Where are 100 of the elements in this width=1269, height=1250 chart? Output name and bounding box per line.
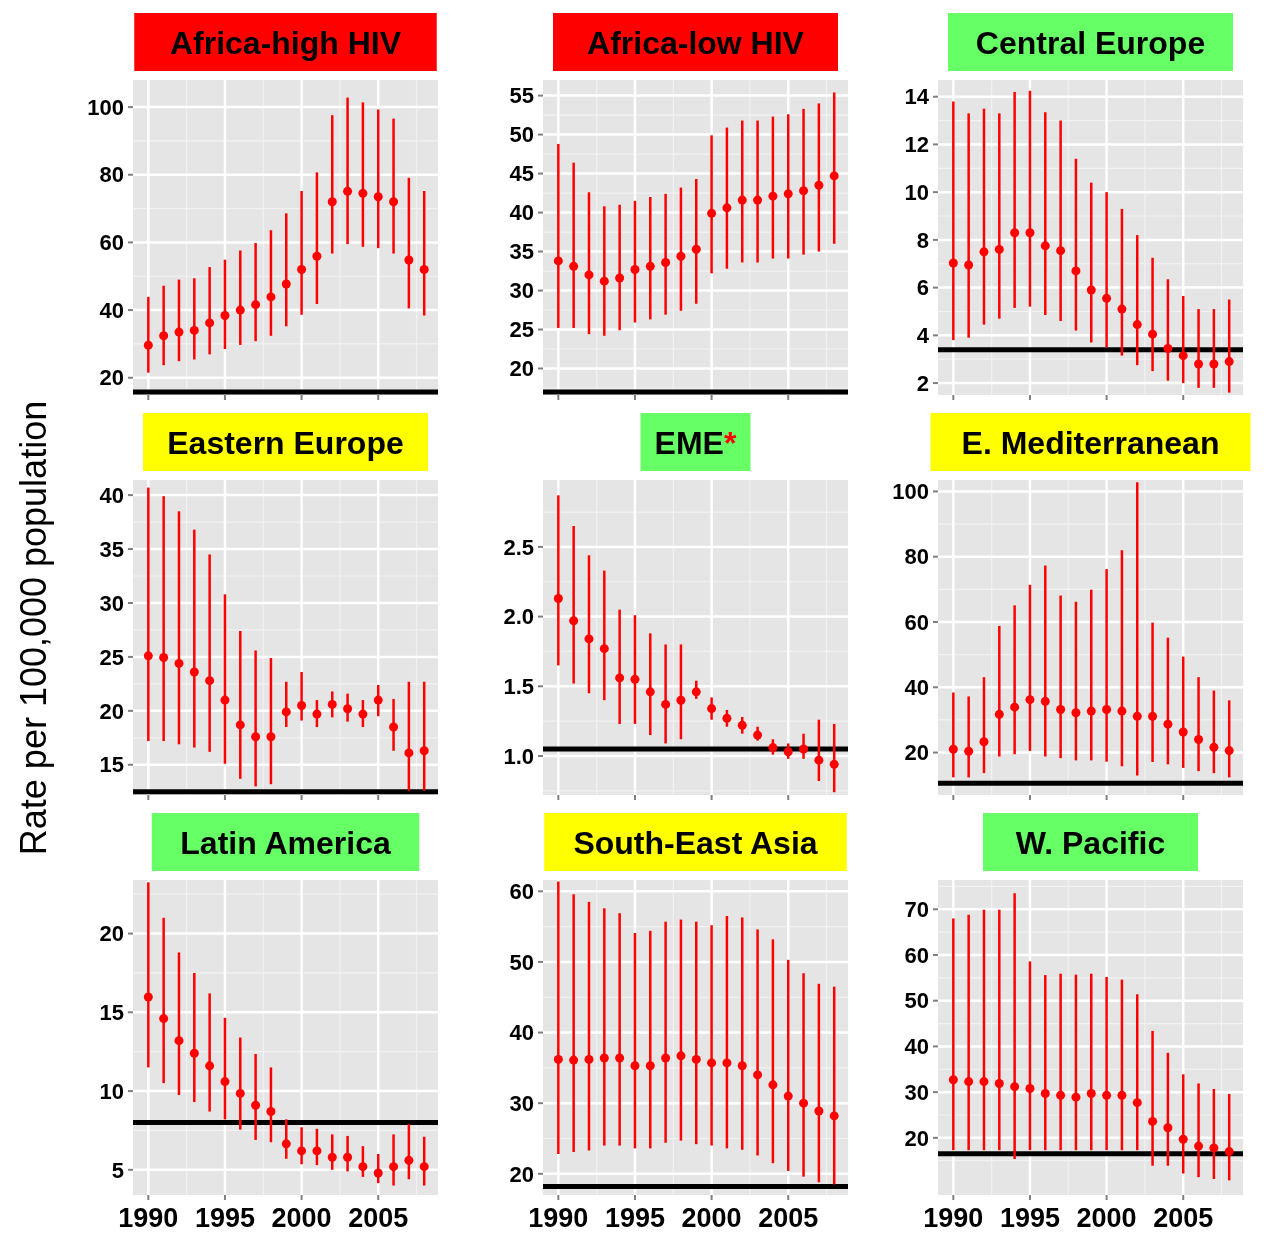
point [661,1053,671,1063]
point [753,730,763,740]
chart-title: Central Europe [975,25,1206,61]
x-tick-label: 1995 [999,1203,1060,1233]
point [553,1054,563,1064]
point [297,1146,307,1156]
point [1040,1089,1050,1099]
y-tick-label: 40 [904,674,929,700]
point [979,247,989,257]
point [143,992,153,1002]
point [189,325,199,335]
point [358,709,368,719]
point [235,720,245,730]
point [419,1162,429,1172]
point [312,251,322,261]
point [1071,266,1081,276]
point [419,746,429,756]
y-tick-label: 10 [99,1078,124,1104]
point [783,189,793,199]
y-tick-label: 20 [904,1125,929,1151]
point [1163,343,1173,353]
point [174,1036,184,1046]
point [389,197,399,207]
y-tick-label: 2 [916,370,929,396]
y-tick-label: 20 [509,356,534,382]
point [584,270,594,280]
point [599,1053,609,1063]
point [1132,1098,1142,1108]
y-tick-label: 45 [509,161,534,187]
point [814,180,824,190]
point [220,1077,230,1087]
point [327,699,337,709]
point [389,722,399,732]
chart-title: E. Mediterranean [961,425,1220,461]
chart-title: EME* [654,425,737,461]
point [691,687,701,697]
point [1178,1134,1188,1144]
point [994,709,1004,719]
x-tick-label: 2005 [758,1203,819,1233]
chart-title: Eastern Europe [167,425,404,461]
point [814,1106,824,1116]
y-tick-label: 30 [904,1079,929,1105]
point [799,186,809,196]
point [1178,727,1188,737]
point [1102,1090,1112,1100]
point [615,673,625,683]
point [235,305,245,315]
point [327,1152,337,1162]
point [1056,704,1066,714]
point [251,1100,261,1110]
y-tick-label: 10 [904,179,929,205]
point [994,244,1004,254]
point [1132,711,1142,721]
point [1209,359,1219,369]
y-tick-label: 8 [916,227,929,253]
y-tick-label: 40 [509,1020,534,1046]
point [404,748,414,758]
point [707,1058,717,1068]
chart-title: Latin America [180,825,391,861]
y-tick-label: 30 [509,278,534,304]
y-tick-label: 60 [904,942,929,968]
point [691,1054,701,1064]
point [569,1055,579,1065]
point [159,331,169,341]
point [948,744,958,754]
point [645,687,655,697]
point [1148,329,1158,339]
point [768,1080,778,1090]
y-tick-label: 50 [904,988,929,1014]
point [1025,1083,1035,1093]
point [1194,359,1204,369]
y-tick-label: 80 [904,544,929,570]
x-tick-label: 2005 [348,1203,409,1233]
point [297,264,307,274]
point [1224,1147,1234,1157]
point [553,593,563,603]
point [661,699,671,709]
x-tick-label: 1990 [118,1203,179,1233]
point [143,651,153,661]
x-tick-label: 2000 [1076,1203,1137,1233]
point [1163,719,1173,729]
y-tick-label: 40 [904,1034,929,1060]
point [553,256,563,266]
y-tick-label: 55 [509,83,534,109]
y-tick-label: 20 [99,365,124,391]
point [691,244,701,254]
y-tick-label: 25 [99,644,124,670]
y-tick-label: 100 [892,479,929,505]
x-tick-label: 1990 [923,1203,984,1233]
point [1148,1116,1158,1126]
point [768,191,778,201]
point [994,1078,1004,1088]
point [676,695,686,705]
point [1163,1123,1173,1133]
point [1056,246,1066,256]
x-tick-label: 1990 [528,1203,589,1233]
y-tick-label: 25 [509,317,534,343]
x-tick-label: 2005 [1153,1203,1214,1233]
y-tick-label: 40 [509,200,534,226]
point [1025,228,1035,238]
